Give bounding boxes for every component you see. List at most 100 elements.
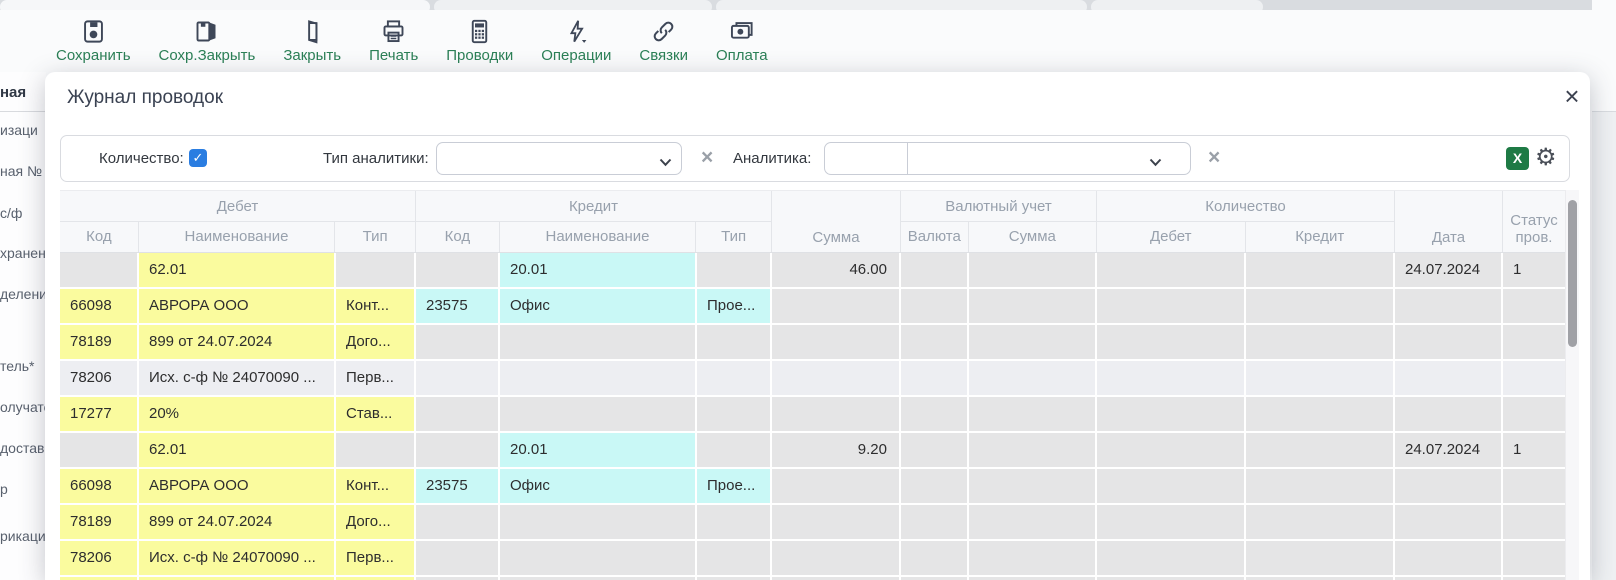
cell-qty-debit[interactable]	[1097, 577, 1246, 580]
cell-cred-code[interactable]	[416, 541, 500, 577]
cell-cred-code[interactable]: 23575	[416, 289, 500, 325]
excel-export-button[interactable]: X	[1506, 147, 1529, 170]
cell-qty-debit[interactable]	[1097, 433, 1246, 469]
cell-currency-sum[interactable]	[969, 325, 1097, 361]
cell-qty-credit[interactable]	[1246, 541, 1395, 577]
cell-sum[interactable]: 46.00	[772, 253, 901, 289]
cell-currency-sum[interactable]	[969, 577, 1097, 580]
cell-date[interactable]	[1395, 397, 1503, 433]
cell-currency[interactable]	[901, 469, 969, 505]
cell-deb-name[interactable]: 899 от 24.07.2024	[139, 325, 336, 361]
cell-currency[interactable]	[901, 289, 969, 325]
cell-status[interactable]: 1	[1503, 433, 1565, 469]
cell-currency-sum[interactable]	[969, 541, 1097, 577]
cell-sum[interactable]	[772, 505, 901, 541]
cell-deb-type[interactable]: Став...	[336, 397, 416, 433]
cell-deb-name[interactable]: АВРОРА ООО	[139, 469, 336, 505]
cell-cred-type[interactable]: Прое...	[697, 469, 772, 505]
cell-sum[interactable]	[772, 361, 901, 397]
cell-currency-sum[interactable]	[969, 505, 1097, 541]
cell-deb-code[interactable]	[60, 433, 139, 469]
cell-deb-name[interactable]: 899 от 24.07.2024	[139, 505, 336, 541]
cell-currency[interactable]	[901, 541, 969, 577]
cell-deb-type[interactable]: Конт...	[336, 469, 416, 505]
cell-sum[interactable]	[772, 325, 901, 361]
journal-row[interactable]: 78206 Исх. с-ф № 24070090 ... Перв...	[60, 541, 1565, 577]
cell-qty-debit[interactable]	[1097, 325, 1246, 361]
journal-row[interactable]: 62.01 20.01 46.00 24.07.2024 1	[60, 253, 1565, 289]
cell-cred-type[interactable]	[697, 433, 772, 469]
cell-qty-credit[interactable]	[1246, 253, 1395, 289]
journal-row[interactable]: 78206 Исх. с-ф № 24070090 ... Перв...	[60, 361, 1565, 397]
operations-button[interactable]: Операции	[527, 16, 625, 66]
cell-qty-credit[interactable]	[1246, 325, 1395, 361]
cell-date[interactable]	[1395, 469, 1503, 505]
cell-cred-type[interactable]	[697, 325, 772, 361]
cell-cred-name[interactable]	[500, 325, 697, 361]
cell-deb-type[interactable]: Конт...	[336, 289, 416, 325]
cell-cred-name[interactable]: 20.01	[500, 433, 697, 469]
cell-currency-sum[interactable]	[969, 253, 1097, 289]
cell-deb-type[interactable]: Перв...	[336, 541, 416, 577]
close-button[interactable]: Закрыть	[269, 16, 355, 66]
cell-date[interactable]	[1395, 361, 1503, 397]
analytics-select[interactable]	[824, 142, 1191, 175]
analytics-code-input[interactable]	[825, 143, 908, 174]
cell-status[interactable]	[1503, 541, 1565, 577]
cell-cred-type[interactable]	[697, 397, 772, 433]
links-button[interactable]: Связки	[625, 16, 702, 66]
cell-deb-name[interactable]: Исх. с-ф № 24070090 ...	[139, 541, 336, 577]
journal-row[interactable]: 66098 АВРОРА ООО Конт... 23575 Офис Прое...	[60, 469, 1565, 505]
cell-cred-type[interactable]	[697, 577, 772, 580]
scrollbar-thumb[interactable]	[1568, 200, 1577, 347]
cell-qty-credit[interactable]	[1246, 289, 1395, 325]
cell-currency-sum[interactable]	[969, 397, 1097, 433]
cell-status[interactable]	[1503, 289, 1565, 325]
cell-currency-sum[interactable]	[969, 469, 1097, 505]
cell-qty-credit[interactable]	[1246, 397, 1395, 433]
quantity-checkbox[interactable]: ✓	[189, 149, 207, 167]
cell-status[interactable]	[1503, 469, 1565, 505]
cell-status[interactable]	[1503, 325, 1565, 361]
cell-sum[interactable]	[772, 469, 901, 505]
cell-sum[interactable]	[772, 541, 901, 577]
cell-cred-type[interactable]	[697, 253, 772, 289]
cell-deb-type[interactable]: Перв...	[336, 361, 416, 397]
cell-qty-debit[interactable]	[1097, 289, 1246, 325]
cell-currency-sum[interactable]	[969, 433, 1097, 469]
clear-analytics-icon[interactable]: ×	[1208, 146, 1221, 169]
cell-cred-code[interactable]	[416, 325, 500, 361]
cell-cred-name[interactable]	[500, 361, 697, 397]
cell-qty-debit[interactable]	[1097, 397, 1246, 433]
cell-cred-type[interactable]: Прое...	[697, 289, 772, 325]
cell-sum[interactable]: 9.20	[772, 433, 901, 469]
cell-deb-type[interactable]: Дого...	[336, 505, 416, 541]
cell-cred-name[interactable]: Офис	[500, 289, 697, 325]
cell-cred-name[interactable]: Офис	[500, 469, 697, 505]
cell-currency[interactable]	[901, 325, 969, 361]
cell-status[interactable]	[1503, 361, 1565, 397]
cell-cred-name[interactable]	[500, 397, 697, 433]
journal-row[interactable]: 66098 АВРОРА ООО Конт... 23575 Офис Прое...	[60, 289, 1565, 325]
analytics-type-select[interactable]	[436, 142, 682, 175]
cell-cred-code[interactable]	[416, 253, 500, 289]
cell-deb-name[interactable]: АВРОРА ООО	[139, 289, 336, 325]
cell-currency[interactable]	[901, 577, 969, 580]
cell-qty-credit[interactable]	[1246, 361, 1395, 397]
cell-date[interactable]	[1395, 289, 1503, 325]
cell-cred-code[interactable]: 23575	[416, 469, 500, 505]
cell-currency-sum[interactable]	[969, 289, 1097, 325]
cell-sum[interactable]	[772, 289, 901, 325]
cell-status[interactable]	[1503, 505, 1565, 541]
payment-button[interactable]: Оплата	[702, 16, 782, 66]
cell-cred-code[interactable]	[416, 577, 500, 580]
cell-cred-code[interactable]	[416, 397, 500, 433]
cell-status[interactable]	[1503, 397, 1565, 433]
cell-deb-code[interactable]: 17277	[60, 397, 139, 433]
cell-cred-name[interactable]	[500, 505, 697, 541]
cell-deb-code[interactable]: 66098	[60, 289, 139, 325]
cell-qty-debit[interactable]	[1097, 505, 1246, 541]
cell-qty-credit[interactable]	[1246, 469, 1395, 505]
cell-currency[interactable]	[901, 361, 969, 397]
save-close-button[interactable]: Сохр.Закрыть	[145, 16, 270, 66]
